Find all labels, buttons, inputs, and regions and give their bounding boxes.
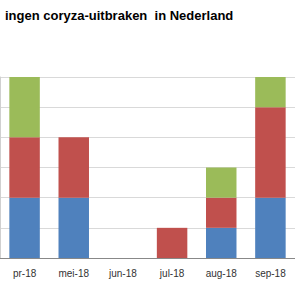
svg-text:jun-18: jun-18: [108, 268, 137, 279]
svg-text:aug-18: aug-18: [206, 268, 238, 279]
svg-text:ingen coryza-uitbraken in Ned: ingen coryza-uitbraken in Nederland: [5, 8, 233, 23]
svg-text:sep-18: sep-18: [255, 268, 286, 279]
svg-text:mei-18: mei-18: [58, 268, 89, 279]
svg-text:pr-18: pr-18: [13, 268, 37, 279]
svg-text:jul-18: jul-18: [159, 268, 185, 279]
